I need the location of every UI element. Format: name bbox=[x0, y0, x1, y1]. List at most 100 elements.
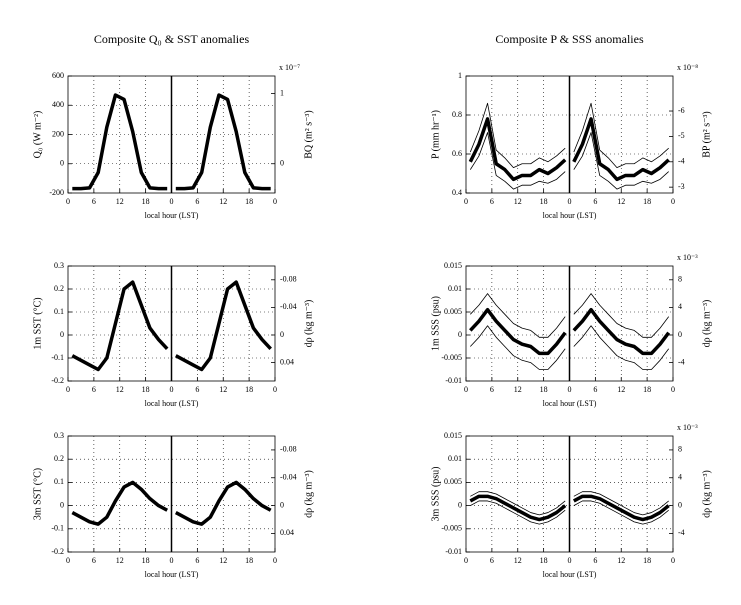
y2-tick-label: 0 bbox=[678, 330, 682, 339]
y2-tick-label: -0.08 bbox=[280, 445, 297, 454]
y2-tick-label: -4 bbox=[678, 528, 685, 537]
y-tick-label: -0.005 bbox=[441, 353, 462, 362]
y2-tick-label: 4 bbox=[678, 302, 682, 311]
x-tick-label: 6 bbox=[92, 197, 96, 206]
data-line bbox=[72, 93, 271, 191]
y-axis-label: 1m SSS (psu) bbox=[430, 296, 441, 351]
y-tick-label: 0.3 bbox=[54, 431, 64, 440]
y2-tick-label: -0.08 bbox=[280, 275, 297, 284]
data-line bbox=[469, 102, 669, 169]
x-tick-label: 0 bbox=[464, 385, 468, 394]
x-tick-label: 12 bbox=[617, 385, 625, 394]
x-tick-label: 12 bbox=[514, 197, 522, 206]
plot-frame bbox=[465, 435, 674, 553]
data-line bbox=[469, 132, 669, 190]
x-tick-label: 0 bbox=[273, 197, 277, 206]
x-tick-label: 0 bbox=[671, 197, 675, 206]
y2-tick-label: -0.04 bbox=[280, 302, 297, 311]
y2-tick-label: -6 bbox=[678, 106, 685, 115]
y-tick-label: 0 bbox=[60, 159, 64, 168]
data-line bbox=[470, 500, 669, 525]
y-tick-label: 0.005 bbox=[444, 477, 462, 486]
x-tick-label: 6 bbox=[593, 556, 597, 565]
x-tick-label: 6 bbox=[195, 385, 199, 394]
y-tick-label: 400 bbox=[52, 100, 64, 109]
y-tick-label: -0.01 bbox=[445, 376, 462, 385]
data-line bbox=[71, 480, 272, 526]
x-tick-label: 12 bbox=[116, 556, 124, 565]
x-tick-label: 0 bbox=[66, 556, 70, 565]
y2-tick-label: -4 bbox=[678, 357, 685, 366]
y2-tick-label: 0 bbox=[280, 500, 284, 509]
y-axis-label: 1m SST (°C) bbox=[32, 297, 43, 349]
x-tick-label: 0 bbox=[66, 385, 70, 394]
data-line bbox=[469, 494, 670, 522]
x-tick-label: 12 bbox=[116, 385, 124, 394]
y2-tick-label: 0.04 bbox=[280, 528, 294, 537]
y2-axis-label: dρ (kg m⁻³) bbox=[303, 470, 314, 518]
x-tick-label: 0 bbox=[66, 197, 70, 206]
y-tick-label: 0.6 bbox=[452, 149, 462, 158]
x-tick-label: 0 bbox=[568, 197, 572, 206]
y2-tick-label: -3 bbox=[678, 182, 685, 191]
y2-tick-label: 0.04 bbox=[280, 357, 294, 366]
y2-tick-label: 0 bbox=[280, 330, 284, 339]
x-tick-label: 18 bbox=[142, 385, 150, 394]
y2-tick-label: -0.04 bbox=[280, 473, 297, 482]
x-tick-label: 0 bbox=[671, 385, 675, 394]
x-tick-label: 18 bbox=[643, 385, 651, 394]
y-tick-label: 0 bbox=[458, 500, 462, 509]
plot-frame bbox=[67, 435, 276, 553]
y-tick-label: 0 bbox=[60, 500, 64, 509]
y2-axis-label: BP (m² s⁻³) bbox=[701, 111, 712, 157]
x-tick-label: 18 bbox=[540, 197, 548, 206]
y2-axis-label: BQ (m² s⁻³) bbox=[303, 110, 314, 159]
x-tick-label: 12 bbox=[514, 556, 522, 565]
y-tick-label: 0.01 bbox=[448, 454, 462, 463]
x-tick-label: 6 bbox=[490, 197, 494, 206]
x-tick-label: 18 bbox=[142, 556, 150, 565]
x-tick-label: 0 bbox=[568, 385, 572, 394]
y-tick-label: 0.015 bbox=[444, 261, 462, 270]
x-axis-label: local hour (LST) bbox=[145, 211, 199, 220]
y-tick-label: -0.1 bbox=[51, 353, 64, 362]
y-tick-label: 0.005 bbox=[444, 307, 462, 316]
y2-axis-label: dρ (kg m⁻³) bbox=[303, 300, 314, 348]
data-line bbox=[468, 117, 670, 182]
chart-title: Composite P & SSS anomalies bbox=[495, 32, 644, 46]
plot-frame bbox=[67, 75, 276, 194]
y-axis-label: Q₀ (W m⁻²) bbox=[32, 111, 43, 159]
y2-tick-label: 4 bbox=[678, 473, 682, 482]
x-axis-label: local hour (LST) bbox=[543, 399, 597, 408]
x-tick-label: 18 bbox=[245, 197, 253, 206]
x-tick-label: 0 bbox=[170, 556, 174, 565]
y-tick-label: 0 bbox=[60, 330, 64, 339]
y2-tick-label: 0 bbox=[280, 159, 284, 168]
y-tick-label: -0.005 bbox=[441, 524, 462, 533]
y-tick-label: -200 bbox=[49, 188, 64, 197]
chart-title: Composite Q₀ & SST anomalies bbox=[94, 32, 250, 46]
y-tick-label: 1 bbox=[458, 71, 462, 80]
x-tick-label: 0 bbox=[273, 385, 277, 394]
y2-multiplier: x 10⁻³ bbox=[677, 423, 698, 432]
x-tick-label: 6 bbox=[593, 385, 597, 394]
data-line bbox=[470, 325, 670, 370]
y2-multiplier: x 10⁻⁷ bbox=[279, 63, 300, 72]
x-tick-label: 0 bbox=[671, 556, 675, 565]
y-axis-label: P (mm hr⁻¹) bbox=[430, 110, 441, 159]
x-axis-label: local hour (LST) bbox=[543, 211, 597, 220]
data-line bbox=[469, 307, 671, 356]
x-tick-label: 0 bbox=[170, 197, 174, 206]
plot-frame bbox=[67, 265, 276, 382]
x-axis-label: local hour (LST) bbox=[543, 570, 597, 579]
plot-frame bbox=[465, 75, 674, 194]
x-tick-label: 18 bbox=[540, 556, 548, 565]
y-tick-label: 0.2 bbox=[54, 454, 64, 463]
x-tick-label: 0 bbox=[273, 556, 277, 565]
x-tick-label: 18 bbox=[245, 385, 253, 394]
x-tick-label: 0 bbox=[170, 385, 174, 394]
y-axis-label: 3m SST (°C) bbox=[32, 468, 43, 520]
y-tick-label: 200 bbox=[52, 129, 64, 138]
y-tick-label: 0.3 bbox=[54, 261, 64, 270]
